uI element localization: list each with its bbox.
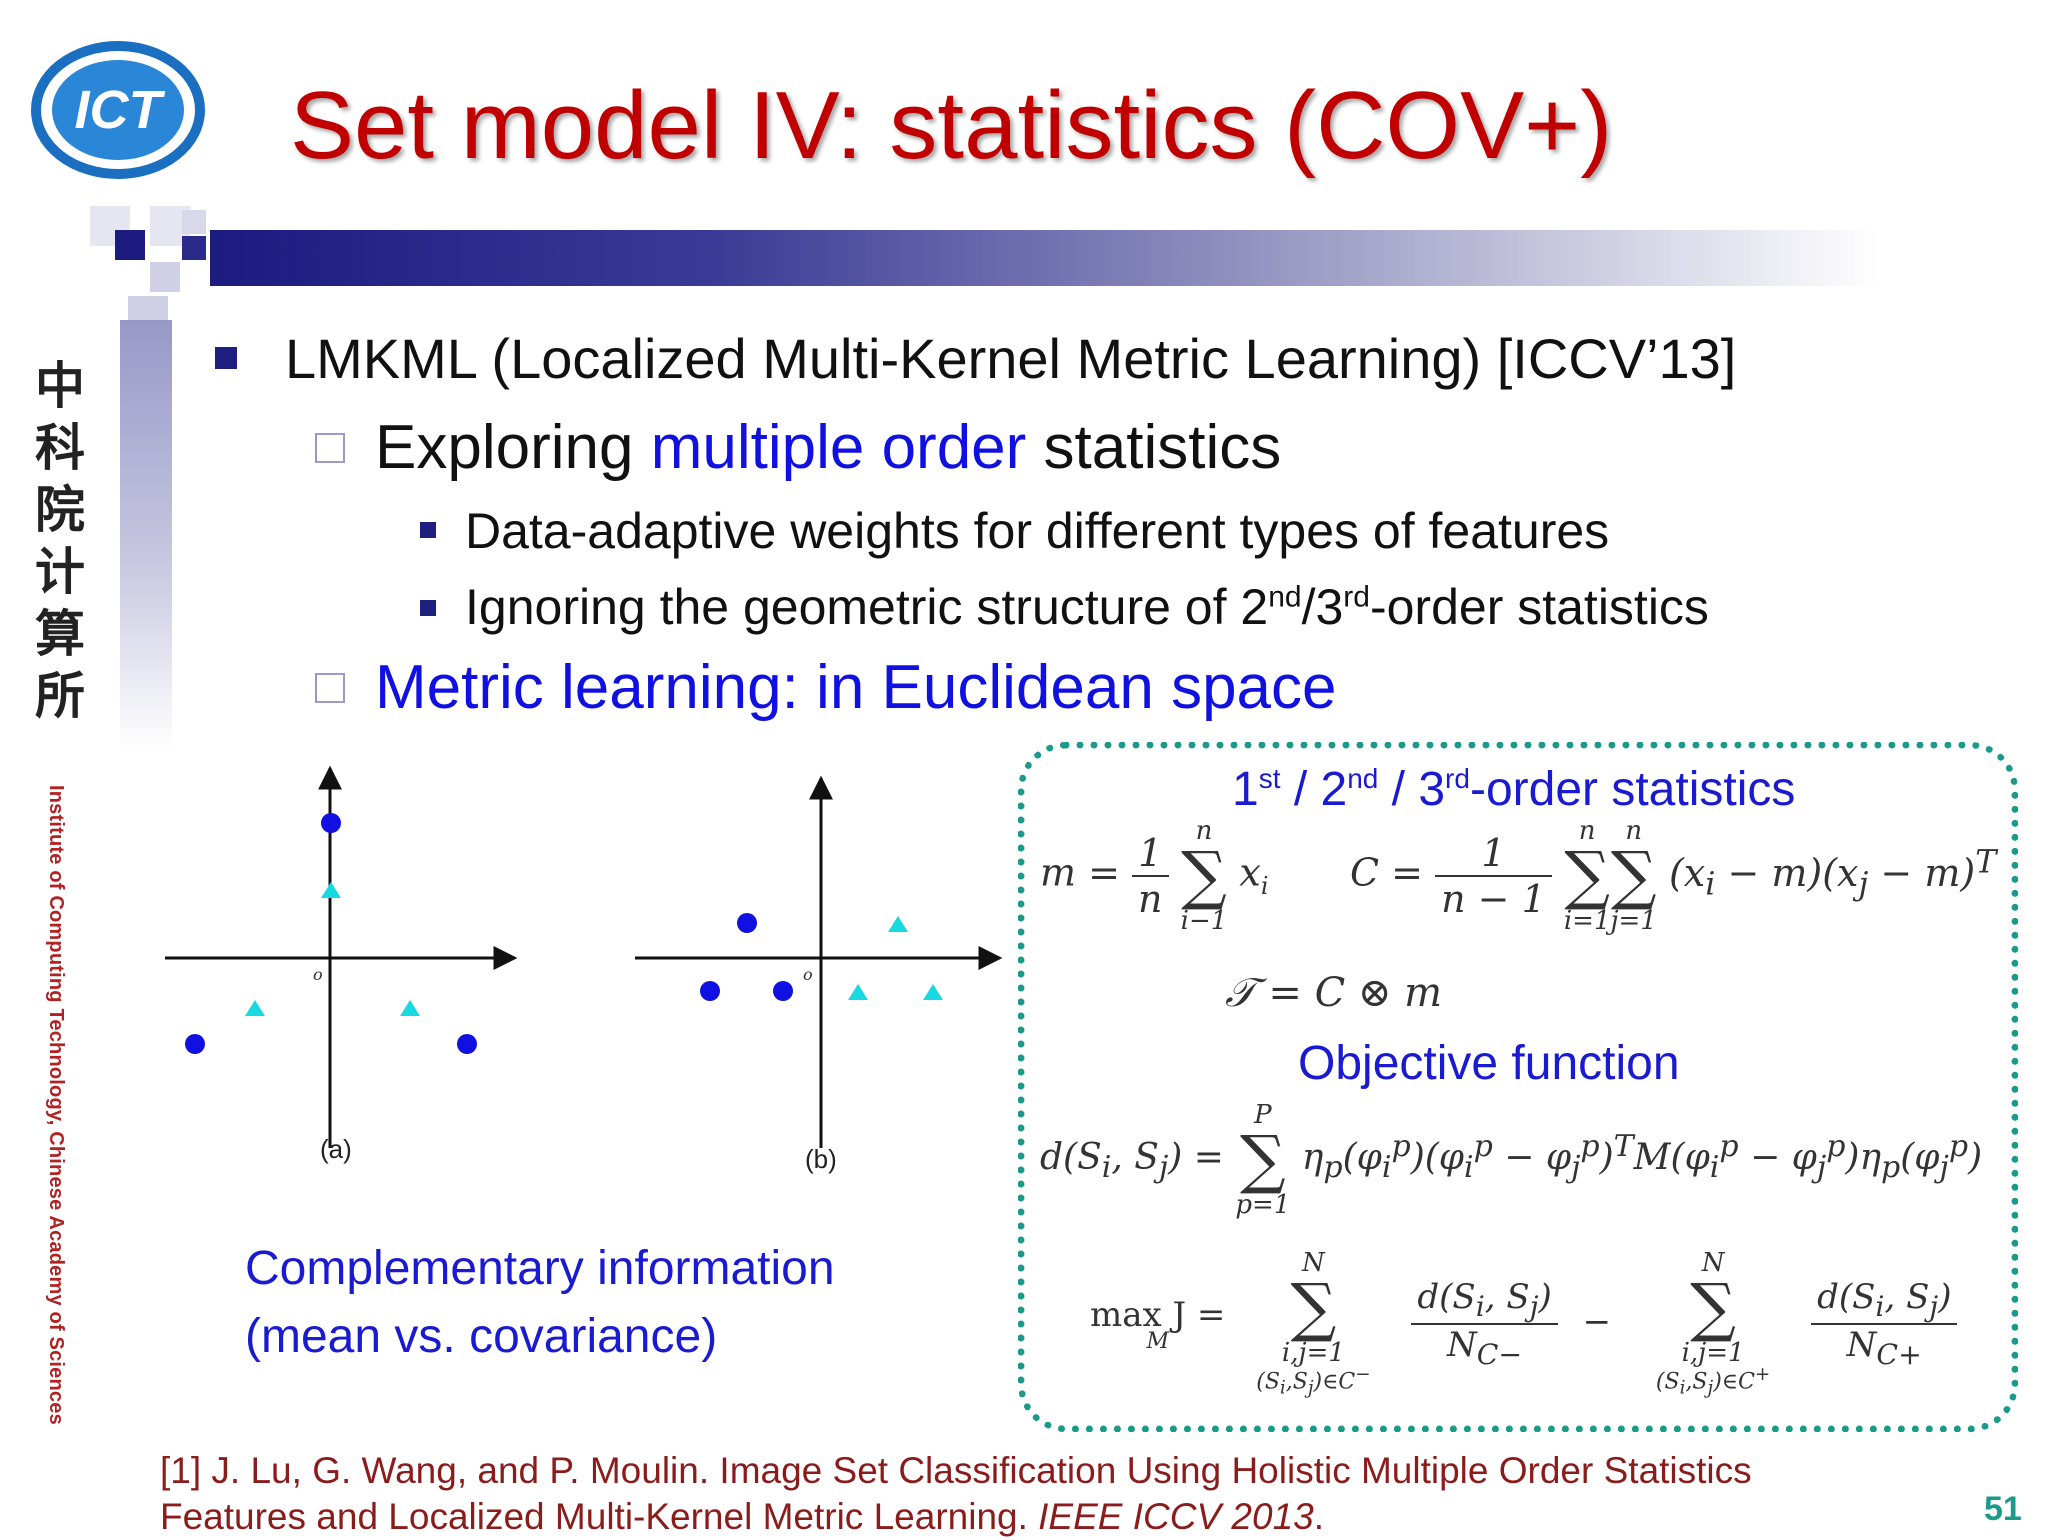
- ict-logo: ICT: [31, 41, 205, 179]
- bullet-ignoring: Ignoring the geometric structure of 2nd/…: [465, 579, 1709, 635]
- formula-box: [1018, 742, 2018, 1432]
- institute-name-vertical: Institute of Computing Technology, Chine…: [45, 785, 67, 1425]
- mean-point: [737, 913, 757, 933]
- mean-covariance-figure: o (a) o (b): [165, 765, 1003, 1174]
- bullet-data-adaptive: Data-adaptive weights for different type…: [465, 503, 1610, 559]
- objective-equation: max J = M N ∑ i,j=1 (Si,Sj)∈C− d(Si, Sj) NC−…: [1090, 1250, 1958, 1398]
- page-number: 51: [1984, 1490, 2022, 1528]
- bullet-box-icon: [315, 673, 345, 703]
- cov-point: [888, 916, 908, 932]
- mean-point: [700, 981, 720, 1001]
- cov-point: [400, 1000, 420, 1016]
- panel-a-label: (a): [320, 1134, 352, 1164]
- cov-point: [848, 984, 868, 1000]
- reference-citation: [1] J. Lu, G. Wang, and P. Moulin. Image…: [160, 1450, 1752, 1537]
- bullet-lmkml: LMKML (Localized Multi-Kernel Metric Lea…: [285, 327, 1737, 390]
- left-gradient-band: [120, 320, 172, 750]
- tensor-equation: 𝒯 = C ⊗ m: [1225, 970, 1443, 1016]
- panel-b-label: (b): [805, 1144, 837, 1174]
- panel-a: o (a): [165, 765, 518, 1164]
- stats-title: 1st / 2nd / 3rd-order statistics: [1232, 763, 1796, 816]
- panel-b: o (b): [635, 775, 1003, 1174]
- bullet-box-icon: [315, 433, 345, 463]
- bullet-square-icon: [420, 600, 436, 616]
- slide-title: Set model IV: statistics (COV+): [290, 72, 1613, 179]
- mean-point: [321, 813, 341, 833]
- mean-point: [773, 981, 793, 1001]
- mean-point: [185, 1034, 205, 1054]
- origin-label: o: [803, 965, 813, 984]
- bullet-square-icon: [420, 522, 436, 538]
- cov-point: [923, 984, 943, 1000]
- bullet-square-icon: [215, 347, 237, 369]
- figure-caption: Complementary information (mean vs. cova…: [245, 1242, 835, 1363]
- bullet-metric-learning: Metric learning: in Euclidean space: [375, 653, 1337, 722]
- logo-text: ICT: [75, 80, 166, 140]
- cov-point: [321, 882, 341, 898]
- mean-point: [457, 1034, 477, 1054]
- objective-title: Objective function: [1298, 1037, 1680, 1090]
- chinese-institute-name: 中 科 院 计 算 所: [35, 356, 85, 725]
- title-gradient-bar: [210, 230, 1880, 286]
- origin-label: o: [313, 965, 323, 984]
- cov-point: [245, 1000, 265, 1016]
- distance-equation: d(Si, Sj) = P ∑ p=1 ηp(φip)(φip − φjp)TM(φ…: [1040, 1100, 1983, 1220]
- bullet-exploring: Exploring multiple order statistics: [375, 413, 1282, 482]
